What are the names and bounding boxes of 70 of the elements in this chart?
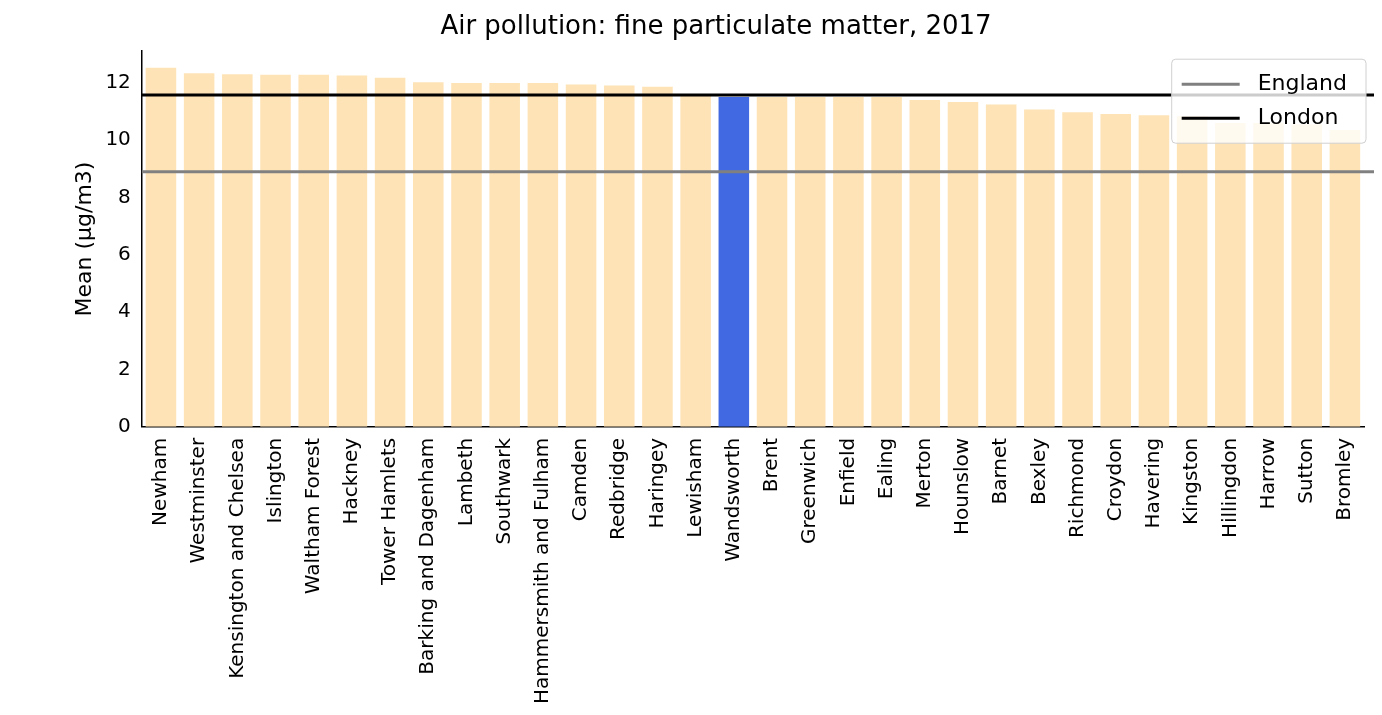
bar [222,74,253,427]
x-tick-label: Kensington and Chelsea [223,437,248,679]
bar [1062,112,1093,427]
bar [642,86,673,427]
x-tick-label: Kingston [1178,437,1203,526]
x-tick-label: Barking and Dagenham [414,437,439,675]
x-tick-label: Croydon [1101,437,1126,522]
bar [680,95,711,427]
bar [527,83,559,427]
x-tick-label: Southwark [490,437,515,545]
y-tick-label: 8 [118,183,131,208]
y-tick-label: 10 [105,126,131,151]
x-tick-label: Westminster [185,437,210,564]
x-tick-label: Greenwich [796,437,821,544]
bar [565,84,597,427]
x-tick-label: Sutton [1292,437,1317,504]
x-tick-label: Hillingdon [1216,437,1241,539]
x-tick-label: Islington [261,437,286,524]
bar [947,101,979,427]
bar [909,99,941,427]
bar [985,104,1017,427]
bar [336,75,368,427]
x-tick-label: Hounslow [949,437,974,536]
bar [145,67,177,427]
chart-title: Air pollution: fine particulate matter, 2017 [440,10,992,41]
legend-label: London [1257,103,1339,129]
x-tick-label: Harrow [1254,437,1279,510]
y-tick-label: 6 [118,240,131,265]
x-tick-label: Merton [910,437,935,509]
bar [1138,115,1170,427]
bar [298,74,329,427]
bar [794,97,826,427]
x-tick-label: Hackney [338,437,363,525]
x-tick-label: Barnet [987,437,1012,505]
x-tick-label: Bexley [1025,437,1050,506]
x-tick-label: Enfield [834,437,859,507]
bar [833,97,864,427]
bar [374,77,406,427]
y-tick-label: 2 [118,355,131,380]
x-tick-label: Havering [1140,437,1165,529]
x-tick-label: Redbridge [605,437,630,541]
y-tick-label: 12 [105,68,131,93]
bar [1024,109,1055,427]
legend-label: England [1257,69,1347,95]
x-tick-label: Tower Hamlets [376,437,401,587]
bar [489,83,520,427]
x-tick-label: Waltham Forest [299,437,324,595]
x-tick-label: Camden [567,437,592,522]
y-axis-title: Mean (µg/m3) [70,161,96,317]
bar [451,83,482,427]
x-tick-label: Ealing [872,437,897,500]
x-tick-label: Richmond [1063,437,1088,539]
x-tick-label: Wandsworth [720,437,745,562]
x-tick-label: Haringey [643,437,668,529]
bar [1100,114,1132,427]
bar [260,74,291,427]
x-tick-label: Newham [147,437,172,526]
y-tick-label: 0 [118,413,131,438]
bar [756,97,788,427]
bar [871,97,902,427]
y-tick-label: 4 [118,298,131,323]
bar [718,97,750,427]
bar [183,73,215,427]
bar [413,82,444,427]
bar [603,85,635,427]
x-tick-label: Hammersmith and Fulham [529,437,554,705]
x-tick-label: Bromley [1331,437,1356,521]
x-tick-label: Lambeth [452,437,477,527]
x-tick-label: Lewisham [681,437,706,538]
x-tick-label: Brent [758,437,783,493]
